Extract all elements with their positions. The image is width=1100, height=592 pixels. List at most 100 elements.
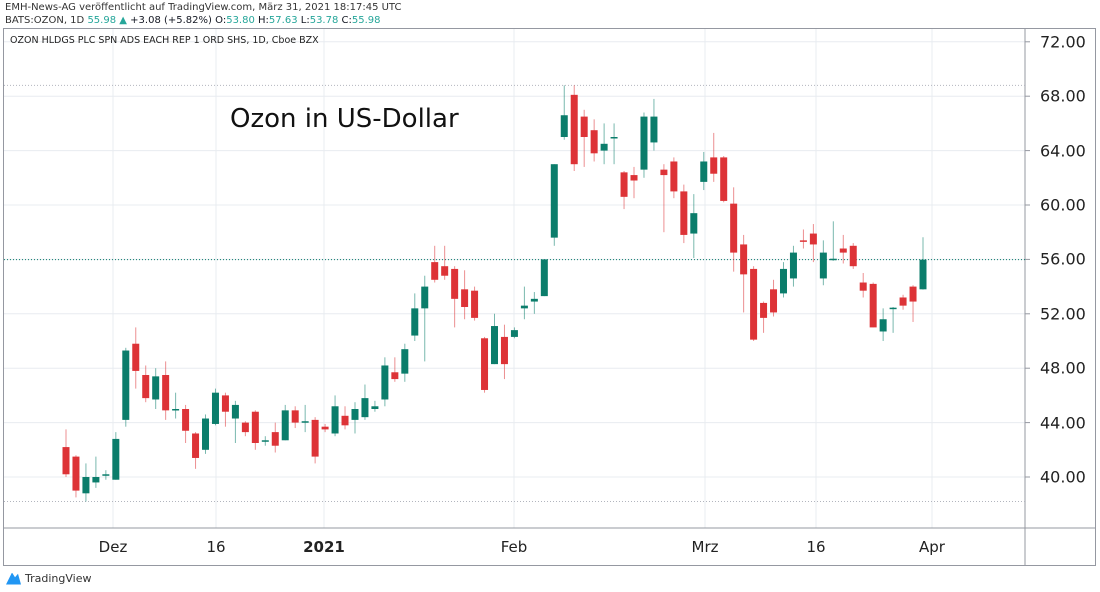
candle-down[interactable] [72,455,80,498]
candle-down[interactable] [461,270,469,320]
candle-up[interactable] [202,414,210,454]
candle-up[interactable] [700,151,708,191]
candle-up[interactable] [211,388,219,426]
candle-up[interactable] [919,237,927,290]
candle-up[interactable] [411,293,419,341]
candle-down[interactable] [192,432,200,469]
candle-body [779,268,787,294]
candle-down[interactable] [570,85,578,171]
candle-up[interactable] [421,275,429,362]
candle-up[interactable] [610,123,618,165]
candle-up[interactable] [371,400,379,412]
candle-down[interactable] [451,266,459,328]
candle-body [829,258,837,261]
candle-down[interactable] [441,245,449,280]
candle-down[interactable] [341,406,349,430]
candle-down[interactable] [869,282,877,328]
candle-down[interactable] [62,429,70,477]
time-label-apr: Apr [919,538,945,556]
candle-up[interactable] [819,240,827,286]
candle-up[interactable] [510,327,518,339]
candle-down[interactable] [770,279,778,317]
candle-up[interactable] [112,432,120,480]
candle-down[interactable] [391,357,399,382]
candle-down[interactable] [142,365,150,403]
candle-up[interactable] [600,123,608,165]
candle-down[interactable] [680,184,688,244]
candle-body [311,419,319,457]
candle-body [819,252,827,279]
candle-up[interactable] [102,470,110,480]
candle-down[interactable] [132,327,140,389]
candle-down[interactable] [182,404,190,443]
candle-up[interactable] [301,404,309,433]
candle-up[interactable] [779,262,787,298]
candle-down[interactable] [580,109,588,167]
candle-down[interactable] [740,234,748,313]
candle-up[interactable] [152,368,160,409]
candle-body [760,302,768,318]
candle-down[interactable] [471,286,479,321]
candle-down[interactable] [899,294,907,310]
candle-up[interactable] [550,164,558,246]
candle-down[interactable] [730,187,738,272]
candle-down[interactable] [849,243,857,269]
candle-down[interactable] [809,224,817,263]
candle-up[interactable] [92,456,100,488]
candle-body [301,421,309,423]
candle-down[interactable] [500,324,508,380]
candle-up[interactable] [889,307,897,333]
candle-down[interactable] [271,422,279,453]
candle-down[interactable] [670,157,678,199]
candle-up[interactable] [351,402,359,434]
candle-down[interactable] [799,229,807,249]
candle-down[interactable] [720,156,728,203]
candle-up[interactable] [331,395,339,437]
candle-body [899,297,907,306]
candle-up[interactable] [281,404,289,441]
candle-up[interactable] [560,85,568,140]
candle-down[interactable] [321,423,329,433]
candle-down[interactable] [221,392,229,427]
candle-down[interactable] [291,406,299,429]
candle-up[interactable] [261,436,269,446]
candle-down[interactable] [241,421,249,437]
candle-up[interactable] [530,292,538,314]
candle-up[interactable] [690,194,698,259]
candle-down[interactable] [481,336,489,393]
candle-down[interactable] [839,234,847,264]
candle-down[interactable] [630,166,638,199]
candle-up[interactable] [520,286,528,320]
candle-up[interactable] [82,463,90,502]
candle-up[interactable] [381,357,389,407]
candle-down[interactable] [311,417,319,464]
candle-down[interactable] [162,361,170,420]
price-label: 60.00 [1040,195,1086,215]
candle-up[interactable] [491,313,498,365]
candle-down[interactable] [251,410,259,450]
candle-up[interactable] [122,347,130,427]
candle-down[interactable] [859,273,867,298]
candle-up[interactable] [540,259,548,297]
candle-up[interactable] [401,343,409,382]
candle-down[interactable] [660,164,668,233]
candle-down[interactable] [750,266,758,341]
candle-up[interactable] [789,245,797,287]
candle-up[interactable] [172,392,180,419]
candle-down[interactable] [760,301,768,333]
price-label: 40.00 [1040,467,1086,487]
candle-body [261,440,269,442]
candle-up[interactable] [640,112,648,178]
tradingview-logo[interactable]: TradingView [6,572,91,585]
candle-down[interactable] [620,171,628,210]
candle-up[interactable] [361,384,369,420]
candle-down[interactable] [431,245,439,283]
candle-down[interactable] [710,132,718,182]
candle-up[interactable] [879,308,887,341]
candle-up[interactable] [829,221,837,261]
candle-up[interactable] [650,98,658,151]
candle-down[interactable] [590,119,598,162]
candle-down[interactable] [909,285,917,322]
candle-up[interactable] [231,400,239,443]
